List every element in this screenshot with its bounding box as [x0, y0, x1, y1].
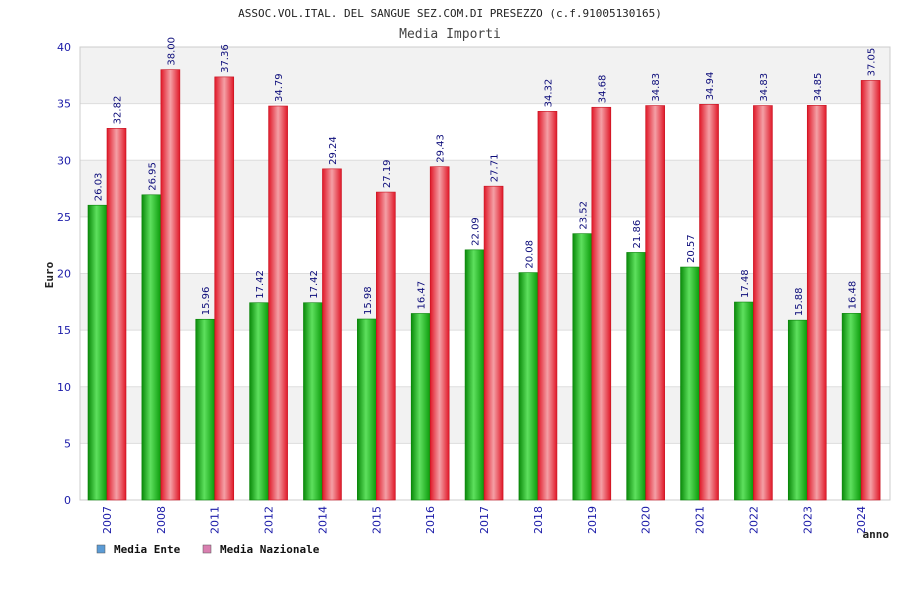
bar-media-ente-2018	[518, 272, 539, 501]
data-label-media-ente-2022: 17.48	[740, 269, 751, 298]
bar-media-ente-2011	[195, 318, 216, 501]
bar-media-nazionale-2021	[699, 104, 719, 501]
legend-label-media-nazionale: Media Nazionale	[220, 543, 320, 556]
x-tick-label-2011: 2011	[209, 506, 222, 534]
y-tick-label: 20	[57, 268, 71, 281]
bar-media-nazionale-2011	[214, 76, 235, 501]
bars	[87, 69, 881, 501]
x-axis-label: anno	[863, 528, 890, 541]
x-tick-label-2021: 2021	[694, 506, 707, 534]
x-tick-label-2015: 2015	[370, 506, 383, 534]
data-label-media-nazionale-2018: 34.32	[543, 79, 554, 108]
bar-media-ente-2007	[87, 204, 108, 501]
x-tick-label-2024: 2024	[855, 506, 868, 534]
bar-media-ente-2015	[357, 318, 377, 501]
bar-media-nazionale-2008	[160, 69, 181, 501]
y-tick-label: 30	[57, 154, 71, 167]
data-label-media-ente-2021: 20.57	[686, 234, 697, 263]
legend: Media Ente Media Nazionale	[96, 543, 320, 556]
data-label-media-nazionale-2023: 34.85	[813, 73, 824, 102]
legend-swatch-media-ente	[96, 544, 106, 554]
bar-media-ente-2023	[787, 319, 808, 501]
data-label-media-nazionale-2017: 27.71	[490, 154, 501, 183]
data-label-media-ente-2008: 26.95	[147, 162, 158, 191]
data-label-media-ente-2015: 15.98	[363, 286, 374, 315]
bar-media-ente-2014	[303, 302, 323, 501]
data-label-media-ente-2023: 15.88	[794, 288, 805, 317]
y-axis-label: Euro	[43, 261, 56, 288]
legend-swatch-media-nazionale	[202, 544, 212, 554]
data-label-media-nazionale-2021: 34.94	[705, 72, 716, 101]
bar-media-nazionale-2020	[645, 105, 665, 501]
x-tick-label-2016: 2016	[424, 506, 437, 534]
y-axis-ticks: 0 5 10 15 20 25 30 35 40	[57, 41, 71, 507]
data-label-media-nazionale-2019: 34.68	[597, 75, 608, 104]
y-tick-label: 15	[57, 324, 71, 337]
data-label-media-ente-2016: 16.47	[417, 281, 428, 310]
data-label-media-nazionale-2016: 29.43	[436, 134, 447, 163]
x-tick-label-2008: 2008	[155, 506, 168, 534]
y-tick-label: 40	[57, 41, 71, 54]
data-label-media-nazionale-2014: 29.24	[328, 136, 339, 165]
x-tick-label-2022: 2022	[747, 506, 760, 534]
bar-media-ente-2024	[841, 313, 862, 501]
data-labels: 26.03 32.82 26.95 38.00 15.96 37.36 17.42 34.79…	[94, 37, 878, 316]
bar-media-nazionale-2024	[860, 80, 881, 501]
y-tick-label: 5	[64, 437, 71, 450]
x-tick-label-2014: 2014	[316, 506, 329, 534]
y-tick-label: 25	[57, 211, 71, 224]
data-label-media-ente-2018: 20.08	[524, 240, 535, 269]
bar-media-ente-2016	[410, 313, 431, 501]
bar-media-nazionale-2023	[806, 105, 827, 501]
data-label-media-ente-2024: 16.48	[848, 281, 859, 310]
data-label-media-nazionale-2020: 34.83	[651, 73, 662, 102]
data-label-media-nazionale-2024: 37.05	[867, 48, 878, 77]
x-tick-label-2007: 2007	[101, 506, 114, 534]
bar-media-nazionale-2014	[322, 168, 342, 501]
y-tick-label: 0	[64, 494, 71, 507]
bar-media-ente-2008	[141, 194, 162, 501]
legend-label-media-ente: Media Ente	[114, 543, 181, 556]
x-tick-label-2017: 2017	[478, 506, 491, 534]
data-label-media-ente-2020: 21.86	[632, 220, 643, 249]
data-label-media-nazionale-2015: 27.19	[382, 159, 393, 188]
chart-title: ASSOC.VOL.ITAL. DEL SANGUE SEZ.COM.DI PR…	[238, 7, 662, 20]
data-label-media-ente-2012: 17.42	[255, 270, 266, 299]
data-label-media-nazionale-2008: 38.00	[166, 37, 177, 66]
bar-media-nazionale-2018	[537, 111, 558, 501]
data-label-media-ente-2019: 23.52	[578, 201, 589, 230]
data-label-media-ente-2007: 26.03	[94, 173, 105, 202]
bar-media-ente-2017	[464, 249, 485, 501]
bar-media-ente-2019	[572, 233, 593, 501]
data-label-media-ente-2014: 17.42	[309, 270, 320, 299]
data-label-media-nazionale-2012: 34.79	[274, 73, 285, 102]
bar-media-ente-2021	[680, 266, 700, 501]
bar-media-ente-2022	[734, 301, 754, 501]
x-tick-label-2020: 2020	[640, 506, 653, 534]
bar-media-nazionale-2019	[591, 106, 612, 501]
data-label-media-ente-2017: 22.09	[471, 217, 482, 246]
y-tick-label: 10	[57, 381, 71, 394]
data-label-media-nazionale-2007: 32.82	[113, 96, 124, 125]
y-tick-label: 35	[57, 98, 71, 111]
x-tick-label-2012: 2012	[263, 506, 276, 534]
bar-media-nazionale-2016	[429, 166, 450, 501]
data-label-media-nazionale-2022: 34.83	[759, 73, 770, 102]
chart-subtitle: Media Importi	[399, 27, 501, 42]
x-tick-label-2019: 2019	[586, 506, 599, 534]
bar-media-nazionale-2022	[753, 105, 773, 501]
bar-media-nazionale-2015	[376, 191, 396, 501]
x-axis-ticks: 2007 2008 2011 2012 2014 2015 2016 2017 2018 2019…	[101, 506, 868, 534]
bar-media-nazionale-2017	[483, 185, 504, 501]
data-label-media-nazionale-2011: 37.36	[220, 44, 231, 73]
bar-media-ente-2012	[249, 302, 269, 501]
data-label-media-ente-2011: 15.96	[201, 287, 212, 316]
bar-media-ente-2020	[626, 252, 646, 501]
bar-media-nazionale-2007	[106, 128, 127, 501]
bar-media-nazionale-2012	[268, 105, 288, 501]
x-tick-label-2018: 2018	[532, 506, 545, 534]
x-tick-label-2023: 2023	[801, 506, 814, 534]
